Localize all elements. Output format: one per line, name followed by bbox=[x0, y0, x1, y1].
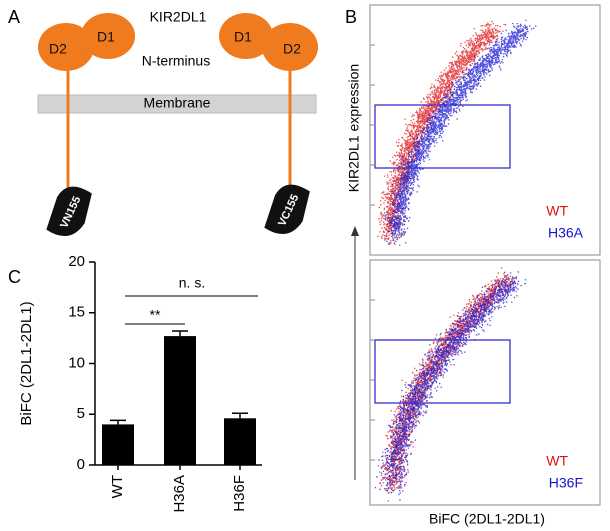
y-tick-label: 10 bbox=[68, 354, 85, 371]
domain-label: D1 bbox=[234, 29, 252, 45]
panel-label: B bbox=[345, 7, 357, 27]
dot-cloud bbox=[377, 267, 517, 502]
y-tick-label: 20 bbox=[68, 253, 85, 270]
y-tick-label: 0 bbox=[77, 456, 85, 473]
y-tick-label: 15 bbox=[68, 304, 85, 321]
flow-plot bbox=[377, 19, 537, 246]
n-terminus-label: N-terminus bbox=[142, 53, 210, 69]
gate bbox=[374, 104, 511, 169]
domain-label: D2 bbox=[49, 41, 67, 57]
panel-label: A bbox=[8, 7, 20, 27]
x-tick-label: H36A bbox=[171, 475, 188, 513]
legend-entry: WT bbox=[546, 203, 568, 219]
membrane bbox=[37, 94, 317, 114]
arrow-head bbox=[351, 226, 359, 236]
bar-chart: 0 5 10 15 20 BiFC (2DL1-2DL1) WT H36A H36F n. s. *… bbox=[18, 253, 262, 513]
x-tick-label: WT bbox=[109, 475, 126, 498]
y-axis-label: BiFC (2DL1-2DL1) bbox=[18, 301, 35, 425]
legend-entry: WT bbox=[546, 453, 568, 469]
bar bbox=[102, 424, 134, 465]
bar bbox=[164, 336, 196, 465]
dot-cloud bbox=[384, 19, 537, 245]
membrane-label: Membrane bbox=[144, 95, 211, 111]
bar bbox=[224, 418, 256, 465]
domain-label: D2 bbox=[283, 41, 301, 57]
domain bbox=[38, 23, 94, 71]
plot-frame bbox=[369, 4, 601, 256]
domain bbox=[219, 13, 273, 59]
tag-shape bbox=[46, 186, 92, 236]
plot-frame bbox=[369, 259, 601, 506]
annotation: ** bbox=[150, 307, 161, 323]
y-axis-label: KIR2DL1 expression bbox=[346, 64, 362, 192]
gate bbox=[374, 339, 511, 404]
panel-label: C bbox=[8, 267, 21, 287]
y-tick-label: 5 bbox=[77, 405, 85, 422]
domain bbox=[81, 13, 135, 59]
x-axis-label: BiFC (2DL1-2DL1) bbox=[429, 511, 545, 527]
annotation: n. s. bbox=[179, 275, 205, 291]
legend-entry: H36A bbox=[548, 225, 584, 241]
tag-shape bbox=[264, 184, 310, 234]
flow-plot bbox=[374, 267, 527, 502]
legend-entry: H36F bbox=[549, 475, 583, 491]
dot-cloud bbox=[374, 271, 527, 501]
x-tick-label: H36F bbox=[231, 475, 248, 512]
protein-title: KIR2DL1 bbox=[150, 9, 207, 25]
domain-label: D1 bbox=[97, 29, 115, 45]
domain bbox=[262, 23, 318, 71]
